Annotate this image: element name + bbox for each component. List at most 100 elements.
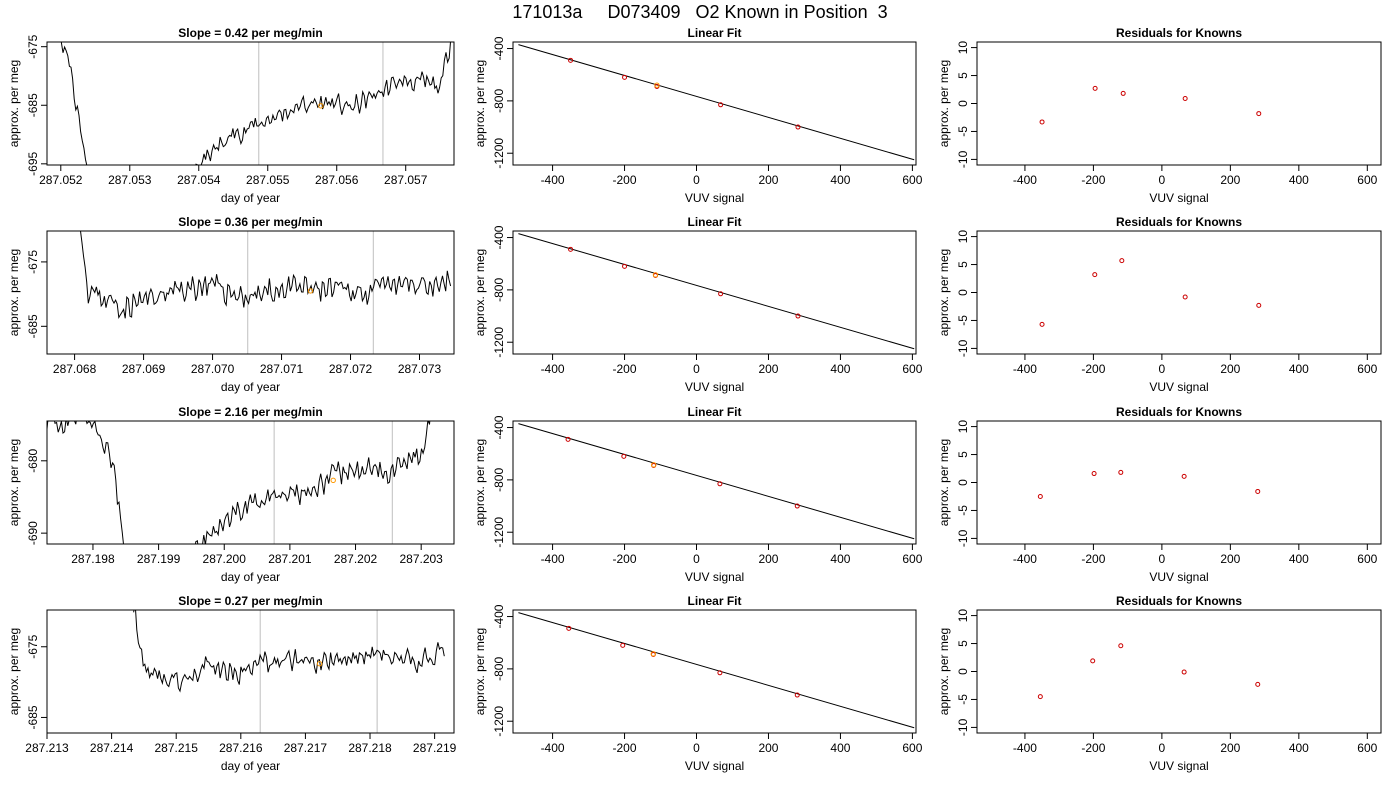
- y-tick-label: -400: [492, 36, 506, 60]
- x-axis-label: VUV signal: [1149, 759, 1208, 773]
- y-tick-label: -685: [26, 314, 40, 338]
- highlight-point: [316, 661, 323, 667]
- data-point: [1182, 95, 1188, 101]
- x-tick-label: 287.202: [334, 552, 378, 566]
- x-tick-label: 200: [758, 741, 778, 755]
- y-tick-label: -690: [26, 521, 40, 545]
- panel-2-3: -400 -200 0 200 400 600 -10 -5 0 5 10 Residuals for…: [937, 215, 1382, 394]
- x-tick-label: 287.216: [219, 741, 263, 755]
- y-tick-label: 10: [956, 609, 970, 623]
- plot-content: [80, 231, 452, 354]
- plot-frame: [976, 41, 1382, 166]
- y-tick-label: -1200: [492, 517, 506, 548]
- plot-content: [1039, 85, 1262, 125]
- y-tick-label: -685: [26, 93, 40, 117]
- x-tick-label: -200: [613, 552, 637, 566]
- x-tick-label: 600: [902, 741, 922, 755]
- panel-title: Slope = 0.27 per meg/min: [178, 594, 322, 608]
- x-tick-label: 200: [758, 552, 778, 566]
- data-point: [1120, 90, 1126, 96]
- y-tick-label: -675: [26, 250, 40, 274]
- plot-frame: [976, 420, 1382, 545]
- y-tick-label: -400: [492, 225, 506, 249]
- data-point: [1118, 643, 1124, 649]
- x-tick-label: -200: [1081, 552, 1105, 566]
- x-tick-label: 287.198: [71, 552, 115, 566]
- x-tick-label: 287.069: [122, 362, 166, 376]
- panel-title: Residuals for Knowns: [1116, 215, 1242, 229]
- y-axis-label: approx. per meg: [7, 60, 21, 147]
- fit-line: [518, 44, 915, 161]
- x-axis-label: VUV signal: [685, 570, 744, 584]
- x-tick-label: 200: [1220, 741, 1240, 755]
- data-point: [1182, 294, 1188, 300]
- y-tick-label: -10: [956, 529, 970, 547]
- x-tick-label: 287.219: [413, 741, 457, 755]
- x-tick-label: 200: [1220, 173, 1240, 187]
- series-trace: [47, 421, 431, 544]
- y-axis-label: approx. per meg: [473, 439, 487, 526]
- plot-frame: [976, 230, 1382, 355]
- highlight-point: [650, 651, 657, 657]
- y-tick-label: -5: [956, 505, 970, 516]
- data-point: [1039, 119, 1045, 125]
- x-tick-label: 0: [693, 362, 700, 376]
- x-tick-label: 200: [758, 173, 778, 187]
- x-tick-label: 287.218: [348, 741, 392, 755]
- x-tick-label: -400: [541, 552, 565, 566]
- x-tick-label: 400: [830, 173, 850, 187]
- data-point: [621, 453, 627, 459]
- data-point: [794, 503, 800, 509]
- highlight-point: [318, 103, 324, 109]
- panel-title: Residuals for Knowns: [1116, 405, 1242, 419]
- y-tick-label: -10: [956, 718, 970, 736]
- y-axis-label: approx. per meg: [7, 249, 21, 336]
- x-tick-label: 0: [1159, 741, 1166, 755]
- x-tick-label: -200: [613, 741, 637, 755]
- x-tick-label: 400: [830, 741, 850, 755]
- panel-title: Residuals for Knowns: [1116, 594, 1242, 608]
- panel-3-2: -400 -200 0 200 400 600 -1200 -800 -400 Linear Fi…: [473, 405, 923, 584]
- y-axis-label: approx. per meg: [473, 60, 487, 147]
- x-tick-label: 0: [1159, 552, 1166, 566]
- highlight-point: [330, 477, 336, 484]
- x-axis-label: day of year: [221, 191, 280, 205]
- data-point: [620, 642, 626, 648]
- data-point: [568, 246, 574, 252]
- data-point: [717, 481, 723, 487]
- y-axis-label: approx. per meg: [937, 249, 951, 336]
- x-tick-label: 287.214: [90, 741, 134, 755]
- data-point: [1181, 473, 1187, 479]
- y-tick-label: 5: [956, 72, 970, 79]
- x-tick-label: 0: [1159, 173, 1166, 187]
- y-tick-label: -400: [492, 604, 506, 628]
- panel-title: Slope = 0.42 per meg/min: [178, 26, 322, 40]
- data-point: [1119, 258, 1125, 264]
- x-axis-label: day of year: [221, 570, 280, 584]
- x-tick-label: 287.054: [177, 173, 221, 187]
- y-tick-label: 5: [956, 640, 970, 647]
- plot-content: [518, 612, 915, 729]
- panel-title: Linear Fit: [687, 26, 741, 40]
- data-point: [566, 625, 572, 631]
- x-tick-label: 287.072: [329, 362, 373, 376]
- y-tick-label: -5: [956, 315, 970, 326]
- x-tick-label: 287.070: [191, 362, 235, 376]
- data-point: [1255, 681, 1261, 687]
- y-tick-label: -800: [492, 278, 506, 302]
- x-tick-label: -200: [613, 362, 637, 376]
- data-point: [568, 57, 574, 63]
- y-tick-label: -400: [492, 415, 506, 439]
- x-tick-label: 600: [1357, 362, 1377, 376]
- x-tick-label: 287.201: [268, 552, 312, 566]
- data-point: [1037, 493, 1043, 499]
- y-tick-label: -685: [26, 705, 40, 729]
- y-tick-label: -10: [956, 150, 970, 168]
- y-tick-label: -680: [26, 448, 40, 472]
- plot-content: [518, 44, 915, 161]
- x-tick-label: 287.056: [315, 173, 359, 187]
- x-tick-label: 200: [758, 362, 778, 376]
- x-tick-label: 600: [902, 362, 922, 376]
- data-point: [1039, 321, 1045, 327]
- fit-line: [518, 423, 915, 540]
